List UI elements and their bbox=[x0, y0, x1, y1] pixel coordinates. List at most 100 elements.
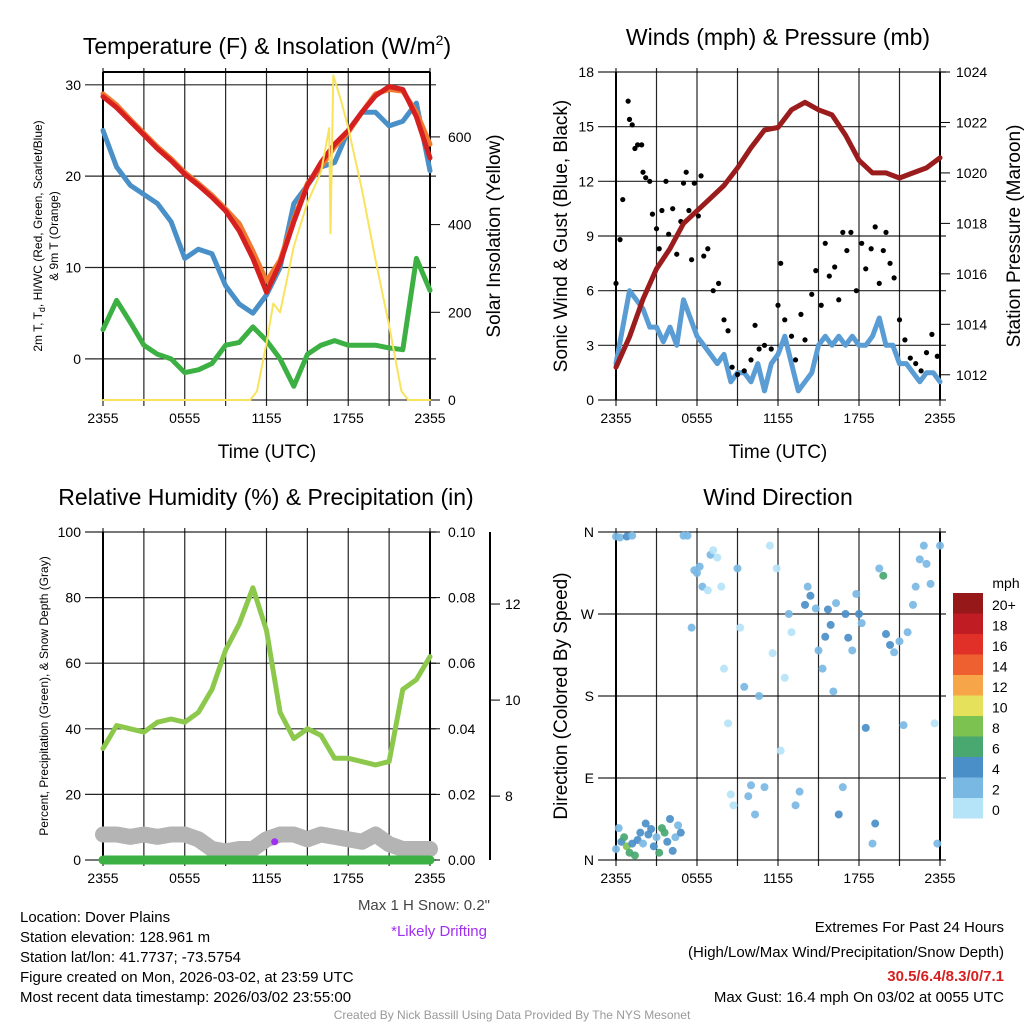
legend-swatch bbox=[953, 695, 983, 716]
gust-point bbox=[880, 247, 886, 254]
gust-point bbox=[689, 257, 695, 263]
wind-direction-point bbox=[630, 851, 639, 860]
created-text: Figure created on Mon, 2026-03-02, at 23… bbox=[20, 969, 354, 986]
solar-y-label: Solar Insolation (Yellow) bbox=[484, 134, 505, 337]
wind-y-tick-label: 9 bbox=[586, 228, 594, 244]
wind-direction-point bbox=[776, 746, 785, 755]
gust-point bbox=[659, 207, 665, 214]
max-snow-text: Max 1 H Snow: 0.2" bbox=[358, 897, 490, 914]
wind-direction-point bbox=[838, 783, 847, 792]
wind-direction-point bbox=[832, 599, 841, 608]
gust-point bbox=[918, 368, 924, 374]
recent-data-text: Most recent data timestamp: 2026/03/02 2… bbox=[20, 989, 351, 1006]
wind-direction-point bbox=[821, 632, 830, 641]
gust-point bbox=[656, 246, 662, 252]
wind-direction-point bbox=[814, 646, 823, 655]
extremes-values: 30.5/6.4/8.3/0/7.1 bbox=[887, 968, 1004, 985]
gust-point bbox=[782, 317, 788, 323]
legend-label: 8 bbox=[992, 720, 1000, 736]
wind-direction-point bbox=[755, 692, 764, 700]
solar-y-tick-label: 600 bbox=[448, 129, 472, 145]
wind-y-tick-label: 12 bbox=[578, 173, 594, 189]
wind-direction-point bbox=[848, 646, 857, 655]
pressure-y-tick-label: 1018 bbox=[956, 215, 987, 231]
gust-point bbox=[840, 229, 846, 235]
legend-label: 12 bbox=[992, 679, 1008, 695]
wind-y-tick-label: 0 bbox=[586, 392, 594, 408]
legend-swatch bbox=[953, 593, 983, 614]
gust-point bbox=[710, 288, 716, 294]
wind-direction-point bbox=[744, 792, 753, 801]
wind-direction-point bbox=[852, 589, 861, 598]
pressure-y-tick-label: 1024 bbox=[956, 64, 987, 80]
elevation-text: Station elevation: 128.961 m bbox=[20, 929, 210, 946]
legend-label: 10 bbox=[992, 700, 1008, 716]
solar-y-tick-label: 200 bbox=[448, 304, 472, 320]
legend-label: 2 bbox=[992, 782, 1000, 798]
gust-point bbox=[863, 266, 869, 272]
wind-direction-point bbox=[915, 555, 924, 564]
rh-y-tick-label: 60 bbox=[65, 655, 81, 671]
x-tick-label: 1155 bbox=[251, 410, 281, 426]
x-tick-label: 1755 bbox=[333, 410, 364, 426]
x-tick-label: 2355 bbox=[600, 870, 631, 886]
gust-point bbox=[674, 251, 680, 257]
x-tick-label: 1755 bbox=[843, 870, 874, 886]
precip-y-tick-label: 0.06 bbox=[448, 655, 475, 671]
temp-chart-title: Temperature (F) & Insolation (W/m2) bbox=[83, 32, 451, 59]
wind-direction-point bbox=[875, 564, 884, 573]
wind-direction-point bbox=[879, 571, 888, 580]
wind-direction-point bbox=[660, 828, 669, 837]
wind-direction-point bbox=[676, 828, 685, 837]
wind-direction-point bbox=[720, 664, 728, 673]
gust-point bbox=[778, 260, 784, 266]
wind-direction-point bbox=[641, 819, 650, 828]
wind-direction-point bbox=[733, 564, 742, 573]
snow-depth-line bbox=[95, 826, 438, 860]
x-tick-label: 1155 bbox=[251, 870, 281, 886]
wind-direction-point bbox=[693, 569, 701, 577]
gust-point bbox=[649, 211, 656, 217]
wind-direction-point bbox=[674, 821, 683, 830]
wind-direction-point bbox=[636, 828, 645, 837]
gust-point bbox=[617, 237, 623, 243]
legend-title: mph bbox=[992, 575, 1019, 591]
wind-y-tick-label: 15 bbox=[578, 119, 594, 135]
gust-point bbox=[741, 368, 747, 374]
wind-direction-point bbox=[903, 628, 912, 637]
gust-point bbox=[788, 333, 795, 339]
gust-point bbox=[792, 357, 799, 363]
wind-direction-point bbox=[919, 541, 928, 550]
gust-point bbox=[761, 342, 768, 348]
wind-direction-point bbox=[703, 586, 712, 595]
gust-point bbox=[813, 268, 819, 274]
gust-point bbox=[663, 178, 669, 184]
temp-y-label-line1: 2m T, Td, HI/WC (Red, Green, Scarlet/Blu… bbox=[31, 120, 47, 351]
gust-point bbox=[907, 355, 913, 361]
x-tick-label: 2355 bbox=[924, 410, 955, 426]
x-tick-label: 1155 bbox=[763, 870, 793, 886]
gust-point bbox=[625, 98, 631, 104]
wind-direction-point bbox=[671, 833, 680, 842]
gust-point bbox=[929, 331, 935, 337]
legend-label: 4 bbox=[992, 761, 1000, 777]
gust-point bbox=[748, 357, 754, 363]
wind-direction-point bbox=[801, 600, 809, 609]
extremes-title: Extremes For Past 24 Hours bbox=[815, 919, 1004, 936]
legend-label: 18 bbox=[992, 618, 1008, 634]
wind-direction-point bbox=[895, 637, 904, 646]
wind-direction-point bbox=[857, 619, 866, 628]
gust-point bbox=[913, 360, 919, 367]
wind-direction-point bbox=[803, 582, 812, 591]
pressure-y-tick-label: 1014 bbox=[956, 316, 987, 332]
wind-direction-point bbox=[936, 541, 944, 550]
gust-point bbox=[872, 224, 878, 230]
temp-y-label-line2: & 9m T (Orange) bbox=[47, 191, 61, 281]
series-line-windchill bbox=[100, 100, 433, 316]
gust-point bbox=[934, 353, 940, 359]
rh-y-label: Percent, Precipitation (Green), & Snow D… bbox=[37, 556, 51, 835]
winddir-chart-title: Wind Direction bbox=[703, 484, 853, 510]
gust-point bbox=[902, 337, 908, 343]
pressure-y-tick-label: 1012 bbox=[956, 367, 987, 383]
max-gust-text: Max Gust: 16.4 mph On 03/02 at 0055 UTC bbox=[714, 989, 1004, 1006]
